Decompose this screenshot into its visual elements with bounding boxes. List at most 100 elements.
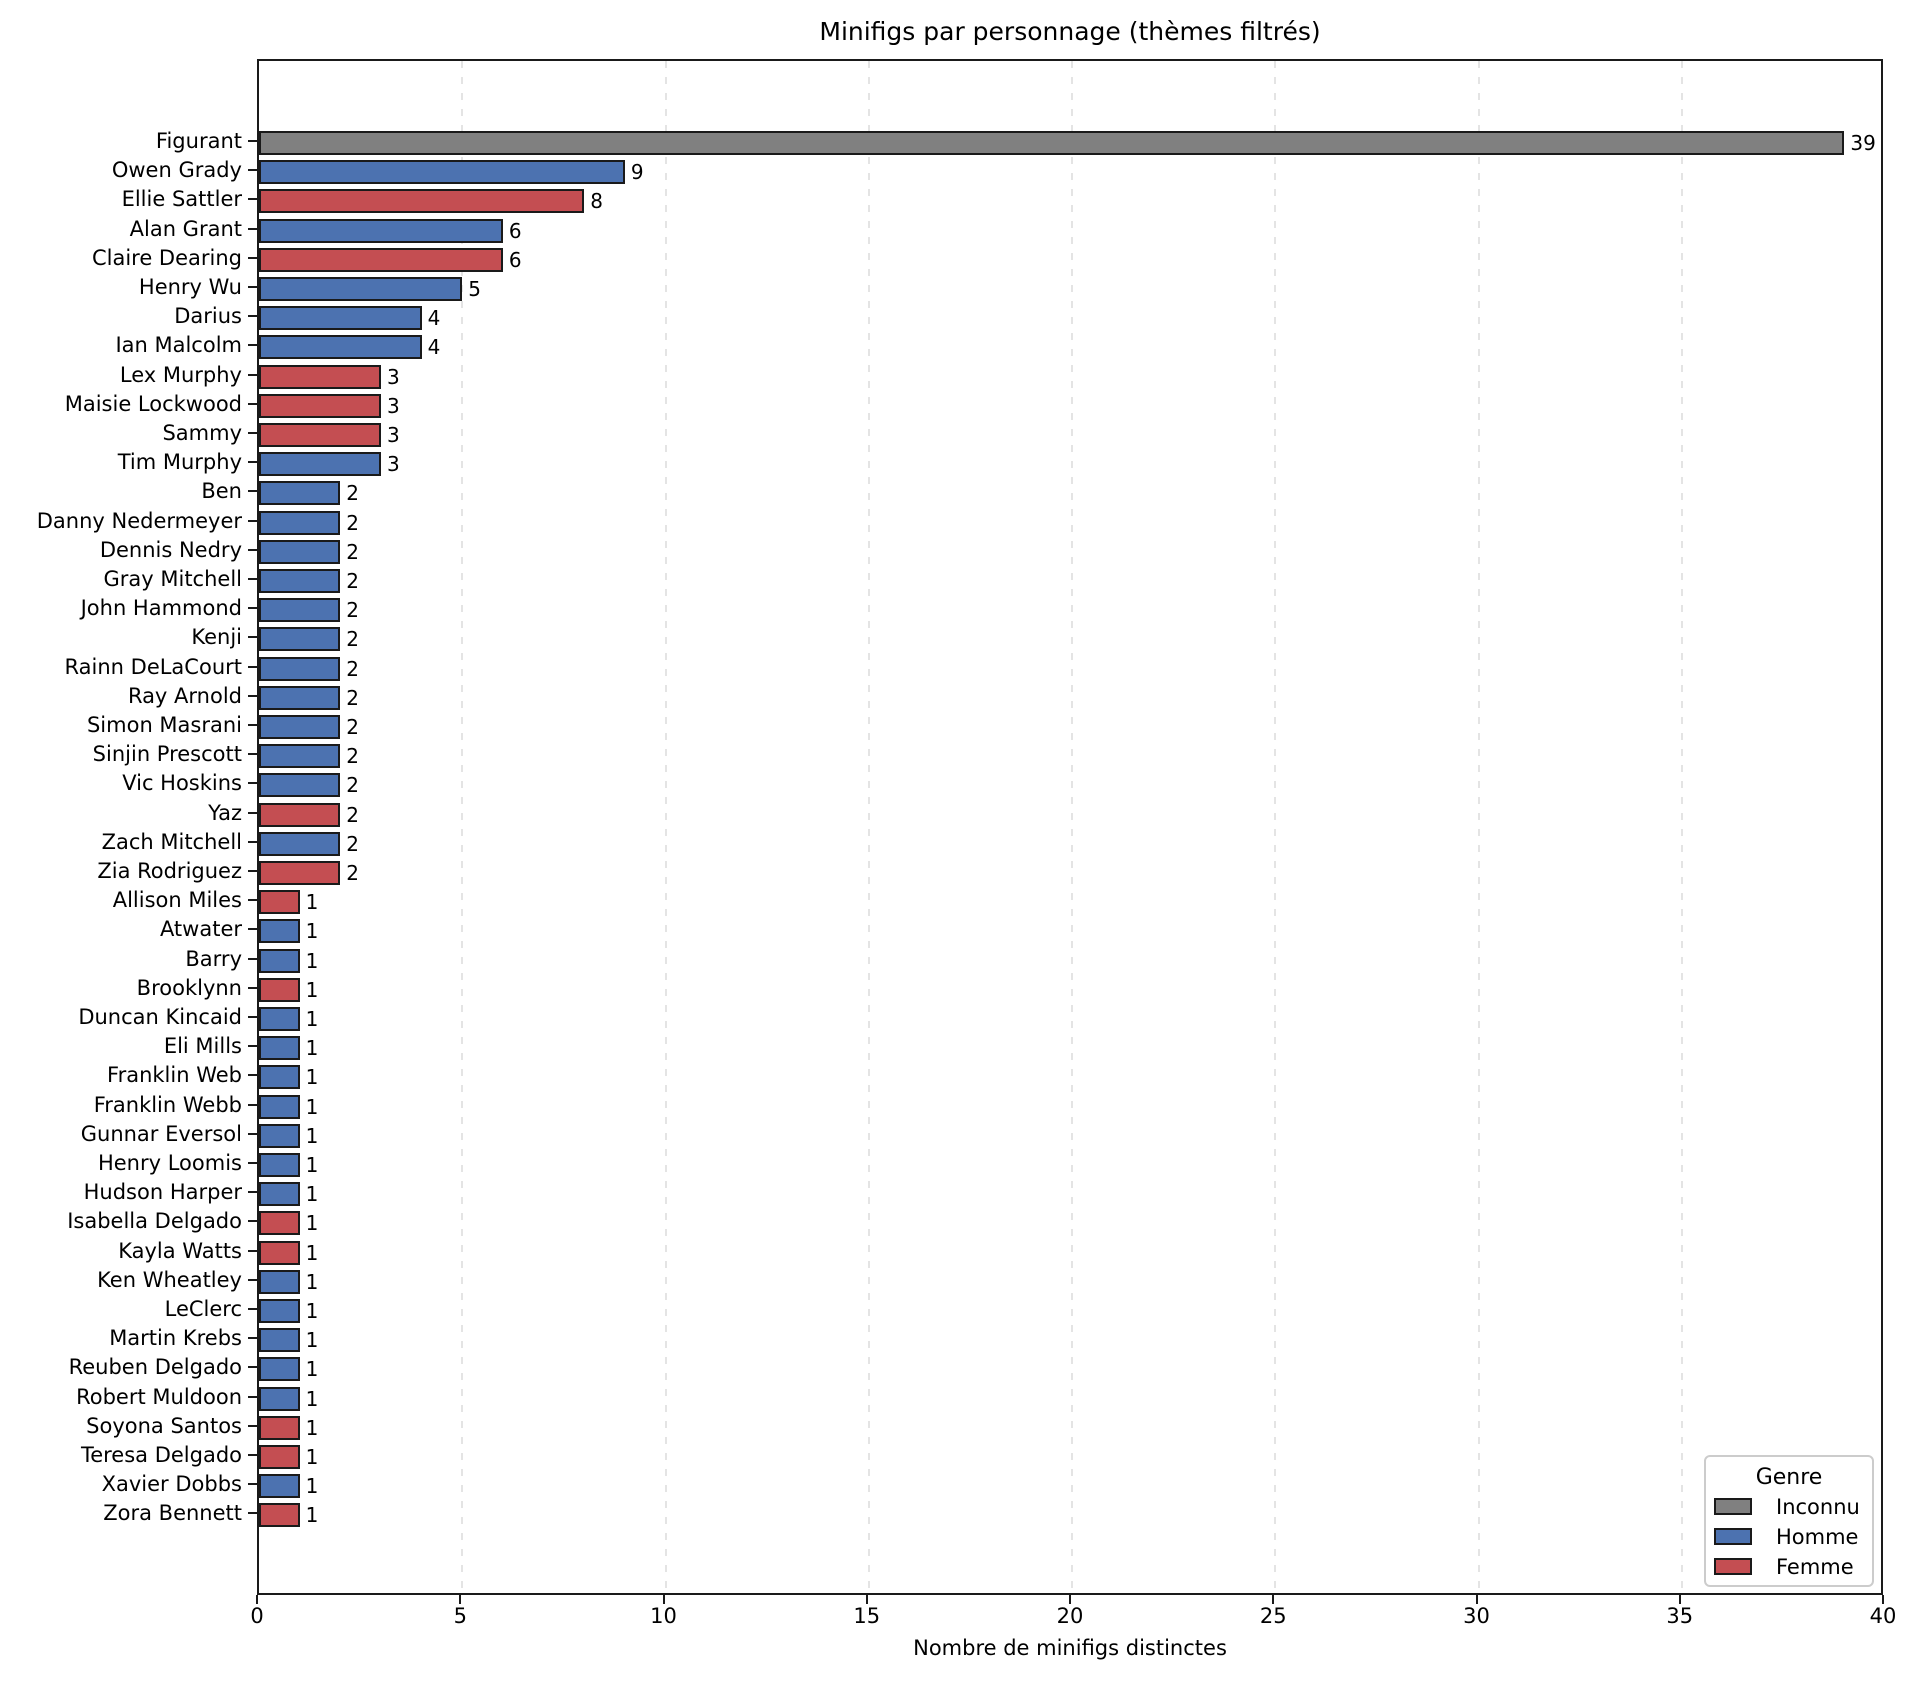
y-tick-mark xyxy=(248,1103,257,1106)
x-tick-mark xyxy=(1069,1595,1071,1604)
y-axis-label: Zora Bennett xyxy=(103,1501,242,1526)
x-axis-title: Nombre de minifigs distinctes xyxy=(913,1636,1227,1660)
legend-label: Homme xyxy=(1776,1525,1859,1549)
bar-value-label: 1 xyxy=(305,1153,319,1177)
bar-value-label: 1 xyxy=(305,1386,319,1411)
bar xyxy=(259,1328,300,1353)
y-axis-label: Figurant xyxy=(155,129,242,153)
y-tick-mark xyxy=(248,1308,257,1310)
y-tick-mark xyxy=(248,782,257,785)
y-tick-mark xyxy=(248,344,257,347)
y-tick-mark xyxy=(248,198,257,201)
bar xyxy=(259,218,503,243)
bar-value-label: 1 xyxy=(305,1094,319,1119)
y-axis-label: John Hammond xyxy=(80,596,242,621)
y-tick-mark xyxy=(248,724,257,726)
y-tick-mark xyxy=(248,1424,257,1427)
y-axis-label: Reuben Delgado xyxy=(68,1355,242,1380)
y-tick-mark xyxy=(248,636,257,639)
bar xyxy=(259,1415,300,1440)
legend-row-homme: Homme xyxy=(1706,1522,1872,1552)
bar-value-label: 2 xyxy=(346,831,360,856)
bar-value-label: 1 xyxy=(305,1240,319,1265)
bar-value-label: 1 xyxy=(305,1182,319,1207)
bar-value-label: 1 xyxy=(305,1357,319,1382)
bar-value-label: 2 xyxy=(346,715,360,739)
y-axis-label: Atwater xyxy=(159,917,242,942)
y-axis-label: Barry xyxy=(185,946,242,971)
bar-value-label: 1 xyxy=(305,919,319,944)
y-tick-mark xyxy=(248,373,257,376)
x-tick-mark xyxy=(1475,1595,1478,1604)
bar xyxy=(259,715,341,739)
bar-value-label: 1 xyxy=(305,1445,319,1469)
y-axis-label: Danny Nedermeyer xyxy=(36,508,242,533)
gridline-x-25 xyxy=(1274,61,1277,1593)
y-axis-label: Isabella Delgado xyxy=(67,1209,242,1234)
bar-value-label: 1 xyxy=(305,948,319,973)
plot-area: 39 9 8 6 6 5 4 4 3 3 3 3 2 2 2 2 2 2 2 2 2 2 2 2 2 2 1 1 1 1 1 1 1 1 1 1 1 1 1… xyxy=(257,59,1883,1595)
bar-value-label: 2 xyxy=(346,685,360,710)
bar-value-label: 2 xyxy=(346,510,360,535)
y-tick-mark xyxy=(248,432,257,434)
y-axis-label: Ian Malcolm xyxy=(115,333,242,358)
y-tick-mark xyxy=(248,490,257,493)
x-tick-mark xyxy=(865,1595,868,1604)
x-tick-label: 15 xyxy=(853,1604,881,1628)
legend-swatch-homme xyxy=(1714,1528,1752,1545)
y-axis-label: Owen Grady xyxy=(111,158,242,183)
y-axis-label: Soyona Santos xyxy=(86,1413,242,1438)
y-axis-label: Simon Masrani xyxy=(86,713,242,737)
bar-value-label: 1 xyxy=(305,1007,319,1031)
bar xyxy=(259,306,422,331)
bar xyxy=(259,598,341,623)
x-tick-mark xyxy=(1882,1595,1884,1604)
chart-title: Minifigs par personnage (thèmes filtrés) xyxy=(819,17,1321,46)
y-axis-label: Henry Wu xyxy=(138,275,242,299)
bar xyxy=(259,1357,300,1382)
bar xyxy=(259,569,341,593)
y-tick-mark xyxy=(248,1249,257,1252)
y-axis-label: LeClerc xyxy=(164,1297,242,1321)
y-axis-label: Franklin Web xyxy=(107,1063,242,1088)
bar-value-label: 6 xyxy=(508,247,522,272)
bar xyxy=(259,189,585,214)
y-axis-label: Zach Mitchell xyxy=(101,829,242,854)
y-tick-mark xyxy=(248,1483,257,1486)
y-axis-label: Henry Loomis xyxy=(97,1151,242,1175)
y-tick-mark xyxy=(248,1512,257,1515)
y-axis-label: Allison Miles xyxy=(112,888,242,913)
y-tick-mark xyxy=(248,1366,257,1369)
y-axis-label: Sammy xyxy=(162,421,242,445)
y-tick-mark xyxy=(248,461,257,464)
bar xyxy=(259,131,1845,155)
bar-value-label: 1 xyxy=(305,1415,319,1440)
bar xyxy=(259,977,300,1002)
x-tick-label: 40 xyxy=(1869,1604,1897,1628)
bar xyxy=(259,481,341,506)
x-tick-label: 10 xyxy=(650,1604,677,1628)
y-axis-label: Kayla Watts xyxy=(118,1238,242,1263)
y-tick-mark xyxy=(248,1454,257,1456)
y-axis-label: Sinjin Prescott xyxy=(92,742,242,767)
y-tick-mark xyxy=(248,1045,257,1048)
bar xyxy=(259,277,463,301)
y-tick-mark xyxy=(248,1220,257,1223)
y-axis-label: Rainn DeLaCourt xyxy=(64,654,242,679)
bar xyxy=(259,802,341,827)
y-axis-label: Ken Wheatley xyxy=(97,1267,242,1292)
y-axis-label: Gray Mitchell xyxy=(103,567,242,591)
bar-value-label: 3 xyxy=(386,452,400,477)
y-axis-label: Teresa Delgado xyxy=(80,1443,242,1467)
x-tick-mark xyxy=(459,1595,462,1604)
bar-value-label: 3 xyxy=(386,393,400,418)
y-tick-mark xyxy=(248,928,257,931)
y-axis-label: Claire Dearing xyxy=(91,245,242,270)
bar-value-label: 1 xyxy=(305,1065,319,1090)
bar-value-label: 2 xyxy=(346,627,360,652)
bar xyxy=(259,1094,300,1119)
y-axis-label: Dennis Nedry xyxy=(99,537,242,562)
bar-value-label: 9 xyxy=(630,160,644,185)
y-tick-mark xyxy=(248,519,257,522)
legend-label: Inconnu xyxy=(1776,1495,1860,1519)
